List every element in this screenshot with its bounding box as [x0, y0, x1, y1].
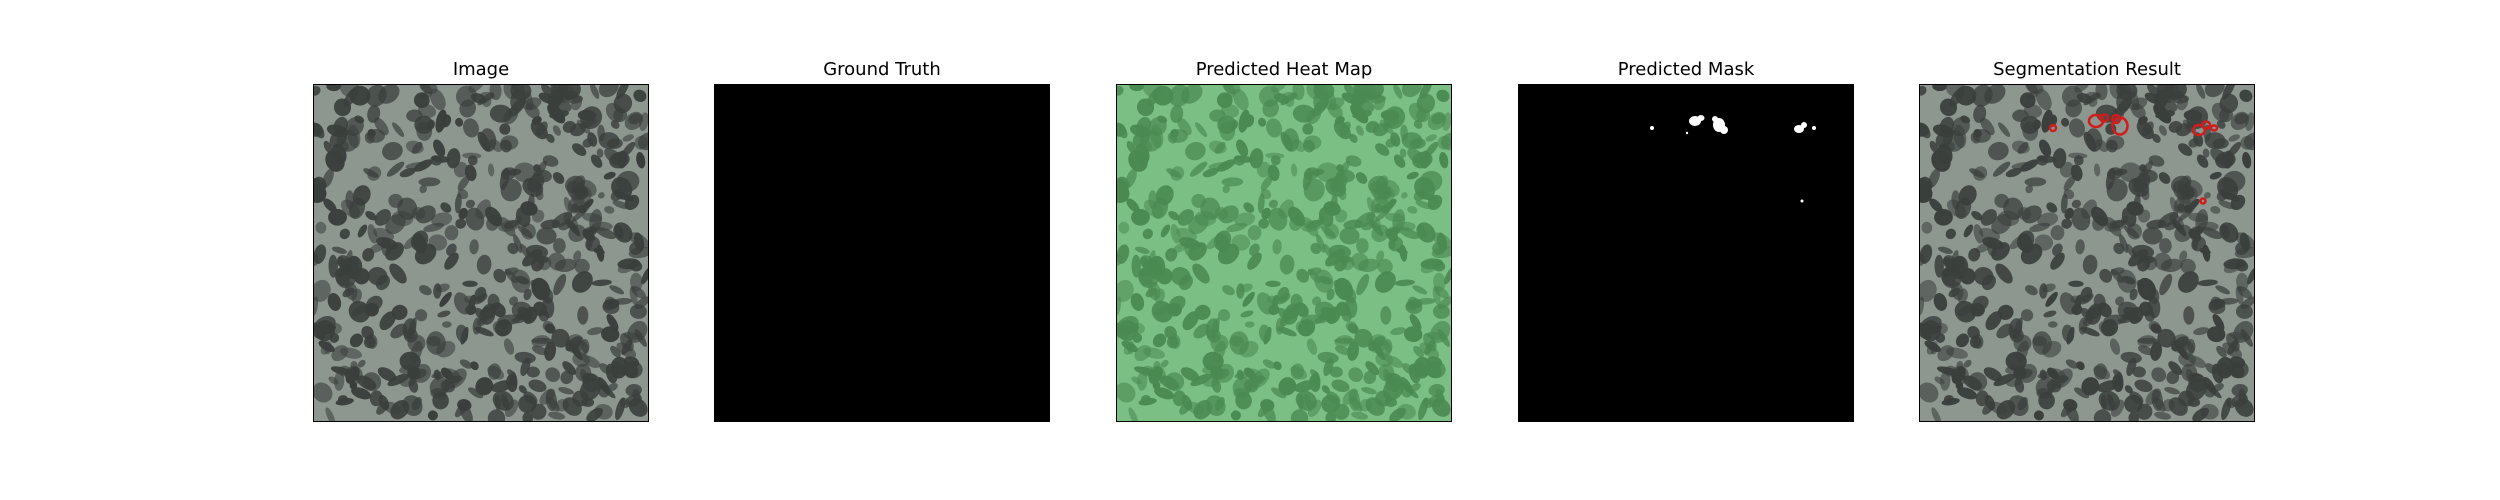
panel-title-heat-map: Predicted Heat Map — [1195, 59, 1373, 80]
panel-title-predicted-mask: Predicted Mask — [1617, 59, 1755, 80]
ground-truth-mask — [715, 85, 1049, 421]
predicted-mask-image — [1519, 85, 1853, 421]
panel-title-segmentation-result: Segmentation Result — [1993, 59, 2181, 80]
panel-image: Image — [313, 0, 649, 500]
ground-truth-canvas — [714, 84, 1050, 422]
mask-blobs — [1650, 115, 1816, 203]
panel-predicted-mask: Predicted Mask — [1518, 0, 1854, 500]
heat-map-image — [1117, 85, 1451, 421]
panel-heat-map: Predicted Heat Map — [1116, 0, 1452, 500]
panel-segmentation-result: Segmentation Result — [1919, 0, 2255, 500]
segmentation-contours — [2048, 113, 2219, 205]
panel-title-image: Image — [452, 59, 510, 80]
segmentation-result-canvas — [1919, 84, 2255, 422]
panel-title-ground-truth: Ground Truth — [823, 59, 941, 80]
segmentation-overlay-image — [1920, 85, 2254, 421]
panel-ground-truth: Ground Truth — [714, 0, 1050, 500]
predicted-mask-canvas — [1518, 84, 1854, 422]
image-canvas — [313, 84, 649, 422]
texture-image — [314, 85, 648, 421]
heat-map-canvas — [1116, 84, 1452, 422]
